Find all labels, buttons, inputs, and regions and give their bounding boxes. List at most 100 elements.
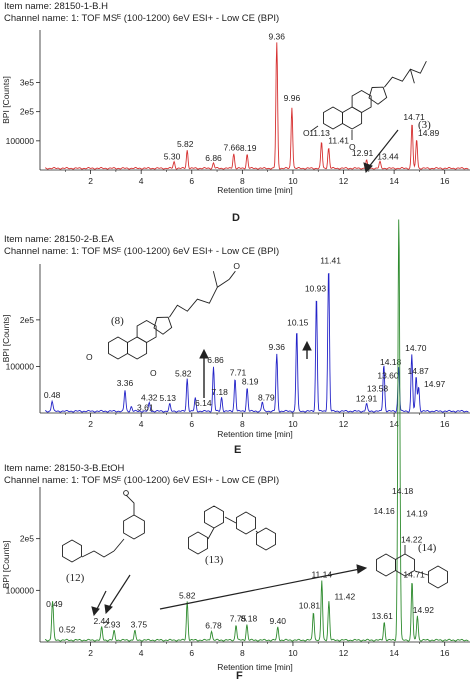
compound-label: (3) (418, 119, 431, 131)
y-axis-label: BPI [Counts] (1, 76, 11, 124)
y-tick-label: 2e5 (20, 315, 34, 325)
arrow-head (363, 162, 373, 173)
ring-d (368, 86, 388, 105)
oxygen-label: O (303, 128, 310, 138)
carbonyl-a (310, 125, 319, 132)
side-chain (168, 278, 230, 318)
peak-label: 14.89 (418, 128, 440, 138)
peak-label: 4.32 (141, 393, 158, 403)
compound-label: (13) (205, 554, 224, 566)
peak-label: 14.87 (407, 366, 429, 376)
peak-label: 13.44 (377, 152, 399, 162)
x-tick-label: 4 (139, 648, 144, 658)
side-branch (409, 69, 415, 84)
arrow-head (356, 564, 368, 574)
x-tick-label: 12 (339, 419, 349, 429)
peak-label: 0.48 (44, 390, 61, 400)
peak-label: 5.82 (179, 590, 196, 600)
peak-label: 3.75 (131, 620, 148, 630)
y-tick-label: 3e5 (20, 78, 34, 88)
peak-label: 12.91 (352, 148, 374, 158)
x-axis-label: Retention time [min] (217, 429, 293, 439)
x-tick-label: 16 (440, 648, 450, 658)
peak-label: 14.97 (424, 379, 446, 389)
peak-label: 5.82 (175, 368, 192, 378)
peak-label: 14.22 (401, 534, 423, 544)
x-axis-label: Retention time [min] (217, 662, 293, 672)
y-axis-label: BPI [Counts] (1, 315, 11, 363)
peak-label: 7.18 (211, 387, 228, 397)
panel-f-letter: F (236, 670, 243, 682)
x-tick-label: 6 (189, 176, 194, 186)
x-tick-label: 2 (88, 176, 93, 186)
aromatic-ring (376, 553, 396, 577)
compound-3-structure: OO (303, 60, 427, 152)
peak-label: 6.14 (195, 398, 212, 408)
sugar-ring (188, 531, 208, 555)
peak-label: 7.66 (223, 142, 240, 152)
oxygen-label: O (233, 261, 240, 271)
x-tick-label: 6 (189, 419, 194, 429)
oxygen-label: O (86, 352, 93, 362)
arrow-line (159, 568, 361, 610)
peak-label: 5.30 (164, 152, 181, 162)
chart-d: 2 4 6 8 10 12 14 16 100000 2e5 3e5 BPI [Counts] Rete… (1, 30, 470, 195)
y-tick-label: 2e5 (20, 534, 34, 544)
bonds (207, 516, 259, 540)
x-tick-label: 8 (240, 176, 245, 186)
panel-e-channel-name: Channel name: 1: TOF MSᴱ (100-1200) 6eV … (4, 246, 280, 257)
panel-e-letter: E (234, 444, 242, 456)
aromatic-ring (256, 527, 276, 551)
ring-d (153, 316, 173, 335)
aromatic-ring (236, 511, 256, 535)
peak-label: 8.18 (241, 614, 258, 624)
aldehyde (229, 270, 236, 280)
peak-label: 14.70 (405, 343, 427, 353)
x-tick-label: 10 (288, 419, 298, 429)
peak-label: 6.86 (205, 153, 222, 163)
peak-label: 6.86 (207, 355, 224, 365)
ester-link (113, 538, 125, 552)
arrow-line (107, 574, 131, 610)
panel-d-letter: D (232, 212, 240, 224)
peak-label: 13.58 (367, 383, 389, 393)
peak-label: 0.49 (46, 599, 63, 609)
ring-b (127, 336, 148, 360)
compound-structures (62, 490, 448, 589)
peak-label: 11.13 (309, 128, 330, 138)
peak-label: 11.14 (311, 570, 332, 580)
ring-c (351, 89, 372, 114)
peak-label: 9.40 (269, 616, 286, 626)
x-tick-label: 8 (240, 648, 245, 658)
peak-label: 9.96 (284, 93, 301, 103)
aromatic-ring (204, 505, 224, 529)
oxygen-label: O (150, 368, 157, 378)
x-tick-label: 6 (189, 648, 194, 658)
carboxyl-o (123, 490, 129, 496)
peak-label: 2.93 (104, 620, 121, 630)
x-tick-label: 16 (440, 176, 450, 186)
arrow-head (91, 606, 100, 617)
arrow-head (104, 604, 113, 615)
oxygen-label: O (349, 142, 356, 152)
peak-label: 11.41 (320, 256, 341, 266)
compound-label: (14) (418, 542, 437, 554)
x-tick-label: 4 (139, 419, 144, 429)
arrow-head (199, 348, 209, 359)
peak-label: 14.71 (403, 112, 425, 122)
bond (414, 570, 429, 576)
y-tick-label: 2e5 (20, 107, 34, 117)
chromatogram-trace (45, 42, 469, 170)
x-axis-label: Retention time [min] (217, 185, 293, 195)
peak-label: 7.75 (230, 614, 247, 624)
chromatogram-trace (45, 219, 469, 642)
arrow-head (302, 340, 312, 351)
peak-label: 5.13 (159, 393, 176, 403)
peak-label: 13.60 (377, 371, 399, 381)
peak-label: 8.19 (242, 377, 259, 387)
peak-label: 8.79 (258, 393, 275, 403)
panel-f-item-name: Item name: 28150-3-B.EtOH (4, 463, 125, 474)
peak-label: 14.19 (406, 508, 428, 518)
peak-label: 2.44 (93, 616, 110, 626)
compound-label: (12) (66, 572, 85, 584)
